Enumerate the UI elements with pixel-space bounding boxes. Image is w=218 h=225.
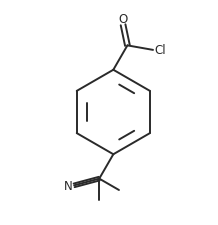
Text: O: O: [118, 13, 128, 26]
Text: Cl: Cl: [155, 43, 166, 56]
Text: N: N: [64, 180, 73, 192]
